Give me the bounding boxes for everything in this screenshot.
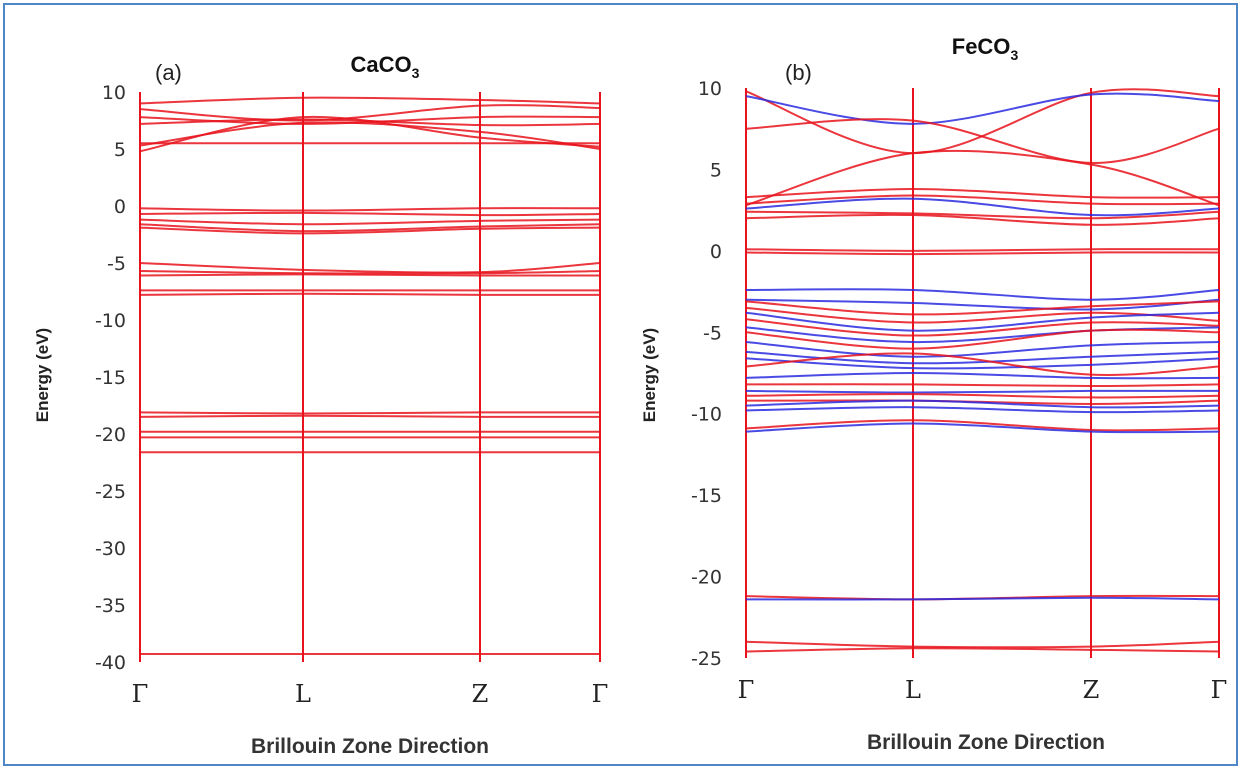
y-tick-label: -40: [95, 652, 126, 674]
band-line: [745, 419, 1220, 432]
band-line: [745, 393, 1220, 399]
band-line: [745, 311, 1220, 332]
band-line: [745, 251, 1220, 256]
y-tick-label: 5: [710, 159, 722, 181]
x-tick-label: Γ: [738, 676, 755, 704]
band-line: [745, 399, 1220, 405]
chart-title-main: FeCO: [952, 34, 1011, 59]
band-line: [745, 352, 1220, 376]
band-line: [139, 292, 601, 297]
y-tick-label: -25: [95, 481, 126, 503]
band-line: [745, 88, 1220, 155]
y-axis-label: Energy (eV): [33, 328, 52, 422]
band-line: [745, 298, 1220, 311]
x-axis-label: Brillouin Zone Direction: [867, 731, 1105, 754]
y-tick-label: -5: [703, 322, 722, 344]
band-line: [139, 269, 601, 275]
panel-label: (b): [785, 60, 812, 85]
chart-title: FeCO3: [952, 34, 1019, 63]
band-line: [139, 411, 601, 415]
chart-title: CaCO3: [351, 52, 420, 81]
x-tick-label: Γ: [1211, 676, 1228, 704]
figure-frame: [3, 3, 1238, 766]
band-line: [139, 207, 601, 212]
band-line: [139, 262, 601, 274]
band-line: [745, 248, 1220, 252]
band-line: [745, 640, 1220, 649]
x-tick-label: L: [295, 680, 311, 708]
x-tick-label: Z: [472, 680, 489, 708]
band-line: [745, 326, 1220, 344]
y-tick-label: -10: [691, 404, 722, 426]
band-line: [745, 306, 1220, 324]
y-tick-label: -35: [95, 595, 126, 617]
band-line: [745, 328, 1220, 350]
y-tick-label: -15: [95, 367, 126, 389]
band-line: [745, 389, 1220, 394]
band-line: [745, 194, 1220, 206]
y-axis-label: Energy (eV): [640, 328, 659, 422]
band-line: [139, 218, 601, 226]
band-line: [745, 149, 1220, 207]
band-line: [139, 211, 601, 217]
y-tick-label: -15: [691, 485, 722, 507]
band-line: [745, 92, 1220, 125]
y-tick-label: -30: [95, 538, 126, 560]
band-line: [745, 197, 1220, 217]
band-line: [139, 226, 601, 235]
band-line: [745, 210, 1220, 220]
band-line: [745, 187, 1220, 199]
y-tick-label: 0: [710, 241, 722, 263]
band-line: [745, 357, 1220, 370]
y-tick-label: -10: [95, 310, 126, 332]
band-line: [745, 341, 1220, 358]
x-tick-label: Z: [1083, 676, 1100, 704]
band-line: [745, 383, 1220, 388]
y-tick-label: -25: [691, 648, 722, 670]
x-axis-label: Brillouin Zone Direction: [251, 735, 489, 758]
band-line: [139, 118, 601, 127]
band-line: [745, 213, 1220, 226]
band-line: [139, 273, 601, 277]
y-tick-label: 10: [698, 78, 722, 100]
band-line: [745, 371, 1220, 380]
y-tick-label: 5: [114, 139, 126, 161]
band-line: [139, 223, 601, 233]
panel-a: 10 5 0 -5 -10 -15 -20 -25 -30 -35 -40 Γ L Z Γ (a) CaCO3 B…: [33, 52, 608, 758]
chart-title-main: CaCO: [351, 52, 412, 77]
y-tick-label: -5: [107, 253, 126, 275]
band-line: [745, 288, 1220, 301]
panel-label: (a): [155, 60, 182, 85]
band-line: [139, 414, 601, 418]
y-tick-label: 0: [114, 196, 126, 218]
band-line: [745, 422, 1220, 434]
y-tick-label: -20: [691, 567, 722, 589]
band-line: [745, 399, 1220, 409]
band-line: [745, 647, 1220, 653]
band-line: [139, 96, 601, 105]
chart-title-subscript: 3: [412, 65, 420, 81]
band-line: [745, 318, 1220, 337]
band-line: [745, 596, 1220, 601]
panel-b: 10 5 0 -5 -10 -15 -20 -25 Γ L Z Γ (b) FeCO3 Brillouin …: [640, 34, 1227, 754]
band-line: [745, 406, 1220, 414]
y-tick-label: 10: [102, 82, 126, 104]
band-line: [745, 300, 1220, 316]
band-line: [745, 118, 1220, 164]
band-line: [139, 104, 601, 122]
x-tick-label: Γ: [132, 680, 149, 708]
chart-title-subscript: 3: [1010, 47, 1018, 63]
x-tick-label: Γ: [592, 680, 609, 708]
x-tick-label: L: [905, 676, 921, 704]
y-tick-label: -20: [95, 424, 126, 446]
band-line: [139, 121, 601, 150]
